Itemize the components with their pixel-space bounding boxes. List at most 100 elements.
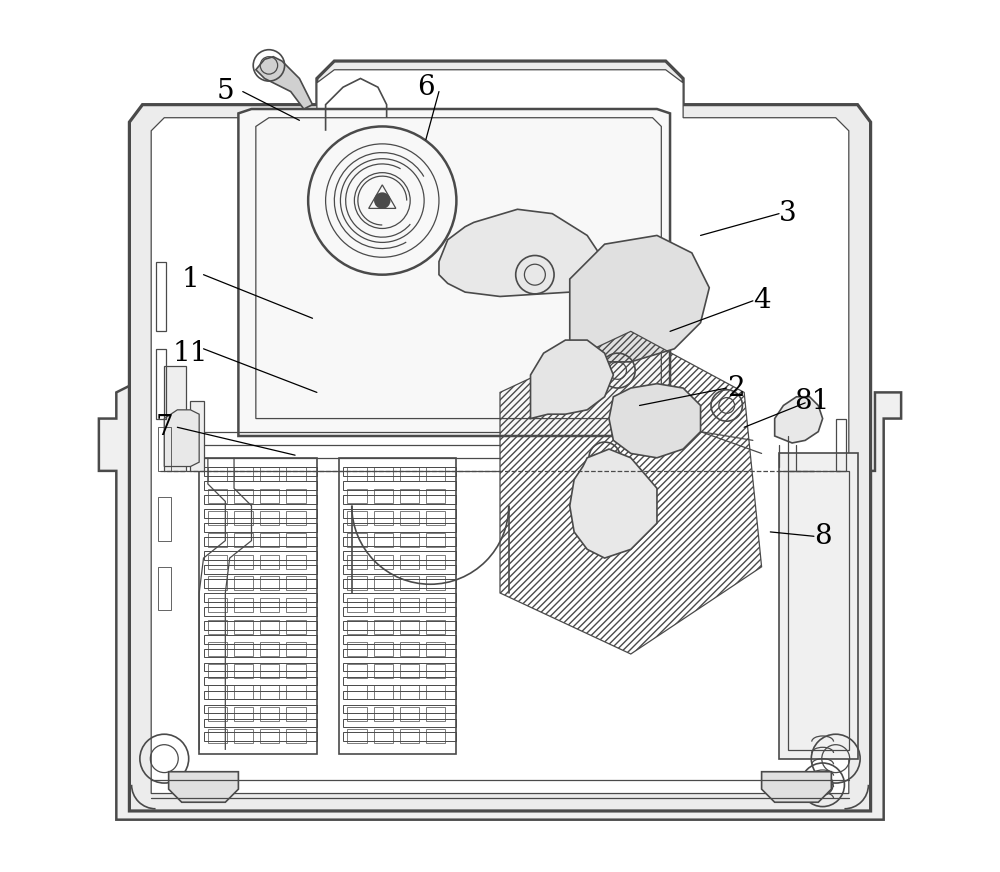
Bar <box>374 576 393 590</box>
Bar <box>260 489 279 503</box>
Text: 4: 4 <box>753 288 770 314</box>
Bar <box>260 642 279 656</box>
Bar <box>374 642 393 656</box>
Bar <box>286 685 306 699</box>
Bar <box>343 732 456 741</box>
Bar <box>234 555 253 569</box>
Bar <box>208 511 227 525</box>
Bar <box>286 598 306 612</box>
Bar <box>374 685 393 699</box>
Bar <box>204 579 317 588</box>
Polygon shape <box>570 235 709 362</box>
Bar <box>204 677 317 685</box>
Polygon shape <box>762 772 831 802</box>
Bar <box>400 555 419 569</box>
Bar <box>286 467 306 481</box>
Polygon shape <box>775 397 823 443</box>
Bar <box>204 495 317 504</box>
Bar <box>208 664 227 678</box>
Bar <box>234 620 253 634</box>
Bar <box>208 467 227 481</box>
Polygon shape <box>609 384 701 458</box>
Text: 7: 7 <box>155 414 173 440</box>
Bar <box>400 489 419 503</box>
Bar <box>426 555 445 569</box>
Bar <box>788 471 849 750</box>
Bar <box>374 729 393 743</box>
Bar <box>204 481 317 490</box>
Bar <box>343 663 456 671</box>
Bar <box>208 707 227 721</box>
Bar <box>286 642 306 656</box>
Bar <box>208 642 227 656</box>
Bar <box>426 642 445 656</box>
Text: 5: 5 <box>217 78 234 105</box>
Bar <box>347 729 367 743</box>
Bar <box>260 576 279 590</box>
Bar <box>343 621 456 630</box>
Bar <box>234 489 253 503</box>
Bar <box>204 467 317 476</box>
Bar <box>400 729 419 743</box>
Bar <box>343 495 456 504</box>
Bar <box>156 262 166 331</box>
Bar <box>204 663 317 671</box>
Bar <box>286 555 306 569</box>
Bar <box>204 593 317 602</box>
Bar <box>158 567 171 610</box>
Bar <box>286 533 306 547</box>
Bar <box>204 509 317 518</box>
Bar <box>374 555 393 569</box>
Circle shape <box>375 194 389 208</box>
Bar <box>204 705 317 713</box>
Bar <box>343 705 456 713</box>
Bar <box>286 489 306 503</box>
Bar <box>426 533 445 547</box>
Bar <box>158 497 171 541</box>
Polygon shape <box>570 449 657 558</box>
Bar <box>343 719 456 727</box>
Polygon shape <box>439 209 605 296</box>
Bar <box>260 533 279 547</box>
Bar <box>343 523 456 532</box>
Bar <box>374 489 393 503</box>
Bar <box>400 664 419 678</box>
Bar <box>343 565 456 574</box>
Bar <box>204 523 317 532</box>
Bar <box>400 685 419 699</box>
Text: 8: 8 <box>814 523 831 549</box>
Bar <box>400 598 419 612</box>
Bar <box>426 729 445 743</box>
Bar <box>208 685 227 699</box>
Bar <box>260 729 279 743</box>
Bar <box>400 533 419 547</box>
Bar <box>374 511 393 525</box>
Bar <box>343 481 456 490</box>
Bar <box>204 551 317 560</box>
Bar <box>374 620 393 634</box>
Bar <box>234 729 253 743</box>
Bar <box>234 707 253 721</box>
Bar <box>158 427 171 471</box>
Bar <box>347 685 367 699</box>
Bar <box>400 707 419 721</box>
Bar <box>208 533 227 547</box>
Bar <box>343 579 456 588</box>
Bar <box>426 664 445 678</box>
Bar <box>426 467 445 481</box>
Bar <box>343 593 456 602</box>
Bar <box>204 732 317 741</box>
Bar <box>286 576 306 590</box>
Text: 1: 1 <box>182 266 199 292</box>
Bar <box>286 620 306 634</box>
Text: 3: 3 <box>779 201 797 227</box>
Bar <box>234 467 253 481</box>
Bar <box>260 555 279 569</box>
Bar <box>190 401 204 471</box>
Bar <box>347 511 367 525</box>
Bar <box>234 533 253 547</box>
Bar <box>208 576 227 590</box>
Bar <box>260 467 279 481</box>
Bar <box>426 707 445 721</box>
Polygon shape <box>99 305 901 820</box>
